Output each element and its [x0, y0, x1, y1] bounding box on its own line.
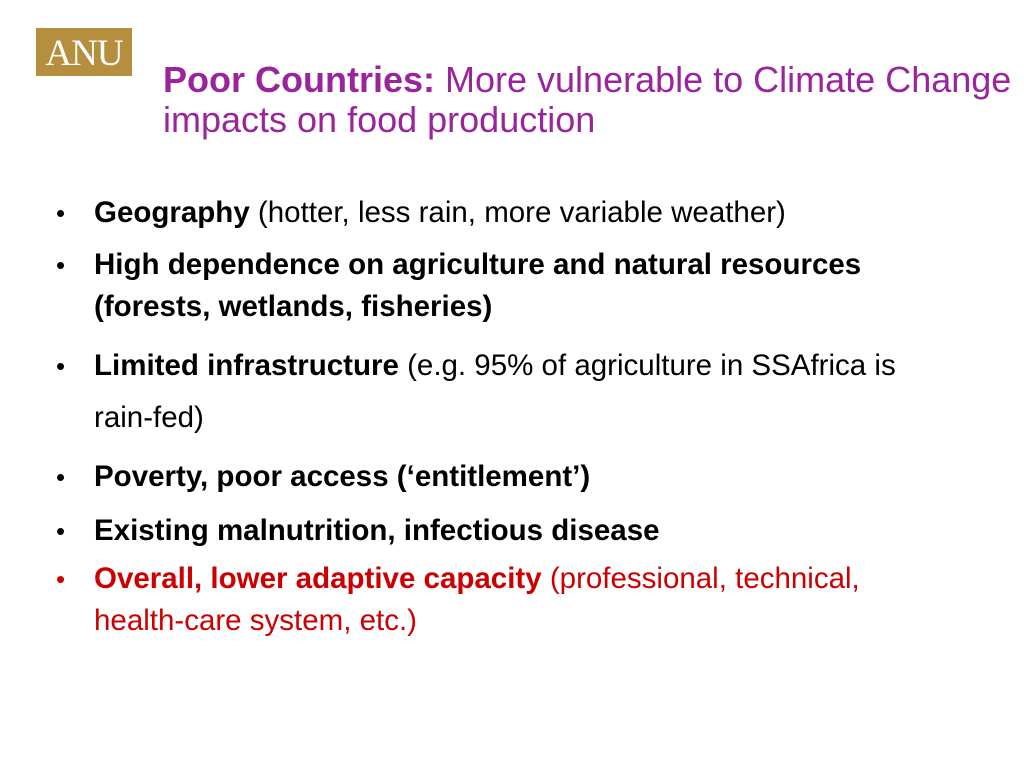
bullet-bold-text: Overall, lower adaptive capacity	[94, 562, 542, 595]
bullet-icon: •	[56, 462, 66, 492]
title-rest: More vulnerable to Climate Change impact…	[163, 59, 1012, 140]
bullet-item-poverty: • Poverty, poor access (‘entitlement’)	[56, 456, 956, 498]
bullet-bold-text: Poverty, poor access (‘entitlement’)	[94, 460, 591, 493]
anu-logo: ANU	[36, 28, 132, 76]
bullet-item-infrastructure: • Limited infrastructure (e.g. 95% of ag…	[56, 340, 956, 444]
bullet-icon: •	[56, 250, 66, 280]
bullet-icon: •	[56, 564, 66, 594]
bullet-list: • Geography (hotter, less rain, more var…	[56, 192, 956, 642]
bullet-item-adaptive-capacity: • Overall, lower adaptive capacity (prof…	[56, 558, 956, 642]
bullet-item-malnutrition: • Existing malnutrition, infectious dise…	[56, 510, 956, 552]
bullet-icon: •	[56, 351, 66, 381]
bullet-bold-text: High dependence on agriculture and natur…	[94, 248, 862, 323]
bullet-item-dependence: • High dependence on agriculture and nat…	[56, 244, 956, 328]
slide-title: Poor Countries: More vulnerable to Clima…	[163, 60, 1013, 140]
bullet-item-geography: • Geography (hotter, less rain, more var…	[56, 192, 956, 234]
bullet-text: (hotter, less rain, more variable weathe…	[249, 196, 786, 229]
bullet-text: (e.g. 95% of agriculture in SSAfrica is …	[94, 349, 896, 434]
logo-text: ANU	[45, 32, 123, 74]
bullet-bold-text: Limited infrastructure	[94, 349, 399, 382]
bullet-bold-text: Geography	[94, 196, 250, 229]
bullet-bold-text: Existing malnutrition, infectious diseas…	[94, 514, 660, 547]
bullet-text: (professional, technical, health-care sy…	[94, 562, 860, 637]
title-bold-part: Poor Countries:	[163, 59, 436, 100]
bullet-icon: •	[56, 516, 66, 546]
bullet-icon: •	[56, 198, 66, 228]
